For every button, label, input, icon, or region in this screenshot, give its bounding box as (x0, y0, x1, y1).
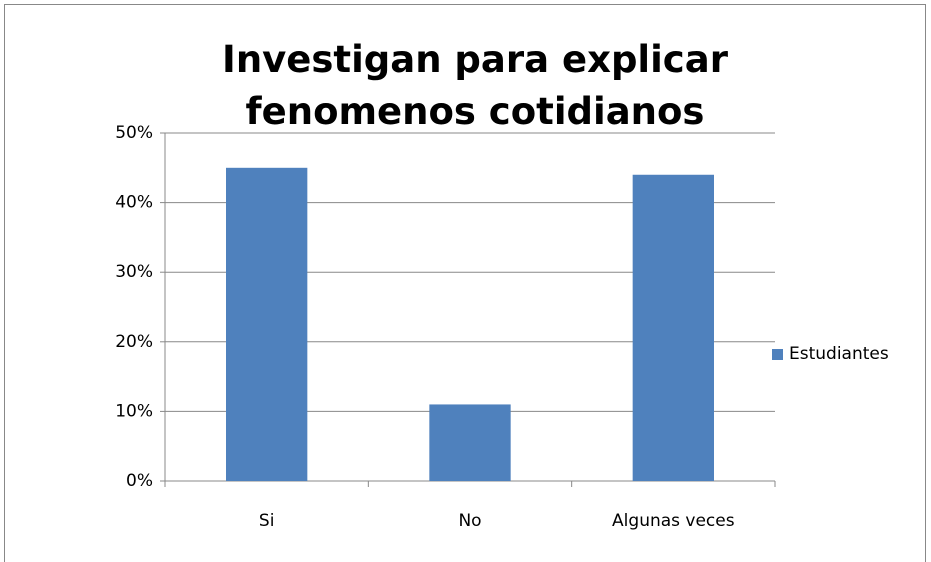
chart-title: Investigan para explicar fenomenos cotid… (222, 38, 728, 133)
bar (226, 167, 308, 482)
y-tick-label: 0% (126, 471, 153, 491)
bar (429, 404, 511, 481)
y-tick-label: 30% (115, 262, 153, 282)
y-tick-label: 10% (115, 401, 153, 421)
x-tick-label: Algunas veces (612, 511, 735, 531)
x-tick-label: Si (259, 511, 275, 531)
bar (632, 174, 714, 481)
y-tick-label: 20% (115, 332, 153, 352)
x-tick-label: No (458, 511, 481, 531)
legend-swatch (772, 349, 783, 360)
chart-border (4, 4, 926, 562)
y-tick-label: 40% (115, 193, 153, 213)
legend-label: Estudiantes (789, 344, 889, 364)
y-tick-label: 50% (115, 123, 153, 143)
